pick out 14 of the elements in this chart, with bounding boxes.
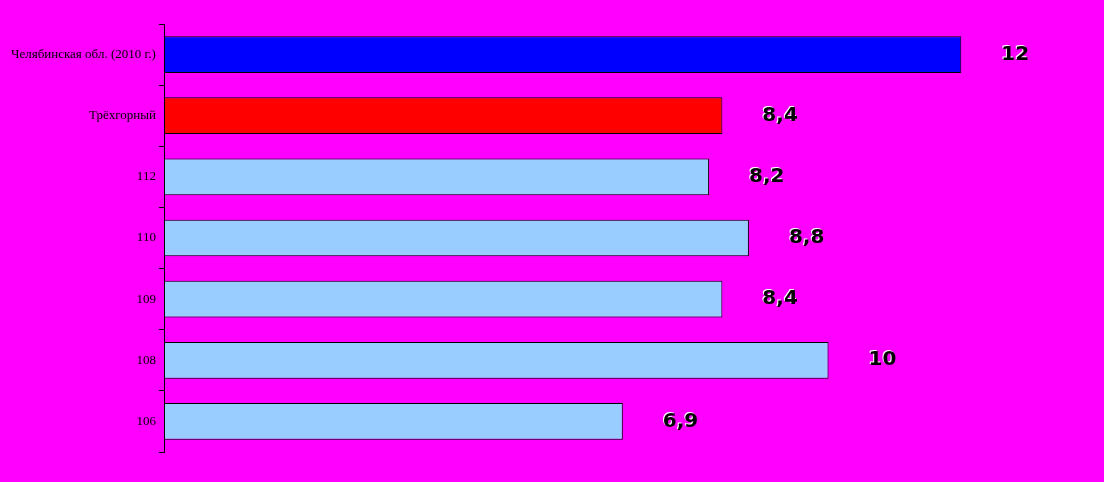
y-tick-label: 110 [136, 229, 156, 245]
y-tick-label: 106 [136, 412, 157, 428]
y-tick-label: 108 [136, 351, 156, 367]
data-label: 8,8 [788, 224, 825, 249]
y-tick-label: Челябинская обл. (2010 г.) [11, 45, 156, 61]
data-label: 8,2 [749, 163, 785, 188]
data-label: 6,9 [662, 407, 699, 432]
y-tick-label: Трёхгорный [89, 107, 156, 123]
data-label: 12 [1001, 40, 1030, 65]
y-tick-label: 112 [136, 168, 156, 184]
data-label: 10 [868, 346, 897, 371]
data-label: 8,4 [762, 101, 798, 126]
y-tick-label: 109 [136, 290, 156, 306]
data-label: 8,4 [762, 285, 798, 310]
